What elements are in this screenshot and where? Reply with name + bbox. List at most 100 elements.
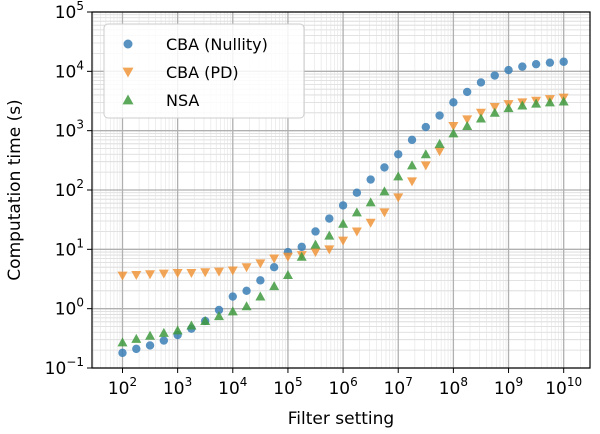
data-point	[269, 254, 280, 264]
x-tick-base: 10	[218, 379, 240, 399]
data-point	[394, 150, 403, 159]
x-tick-exponent: 2	[129, 375, 137, 389]
x-tick-base: 10	[108, 379, 130, 399]
data-point	[379, 186, 390, 196]
data-point	[365, 218, 376, 228]
y-axis-label: Computation time (s)	[5, 99, 25, 280]
data-point	[159, 336, 169, 345]
legend-box	[103, 23, 305, 119]
data-point	[489, 107, 500, 117]
data-point	[242, 286, 251, 296]
data-point	[379, 208, 390, 218]
x-tick-exponent: 3	[185, 375, 193, 389]
x-tick-exponent: 4	[240, 375, 248, 389]
data-point	[282, 269, 293, 279]
y-tick-base: 10	[45, 359, 67, 379]
data-point	[241, 301, 252, 311]
data-point	[131, 270, 142, 280]
data-point	[421, 122, 431, 132]
data-point	[393, 193, 404, 203]
data-point	[448, 121, 459, 131]
x-tick-base: 10	[545, 379, 567, 399]
data-point	[366, 175, 375, 184]
data-point	[172, 325, 183, 335]
y-tick-base: 10	[55, 62, 77, 82]
x-tick-exponent: 7	[405, 375, 413, 389]
data-point	[297, 242, 306, 252]
legend-marker	[122, 94, 134, 105]
data-point	[434, 147, 445, 157]
data-point	[118, 348, 127, 358]
data-point	[131, 333, 142, 343]
data-point	[228, 292, 237, 301]
x-tick-exponent: 10	[567, 375, 582, 389]
data-point	[227, 266, 238, 276]
legend: CBA (Nullity) CBA (PD) NSA	[103, 23, 305, 119]
data-point	[282, 252, 293, 262]
data-point	[449, 98, 458, 107]
data-point	[393, 171, 404, 181]
x-tick-exponent: 8	[460, 375, 468, 389]
series-1	[117, 93, 569, 281]
data-point	[325, 214, 334, 223]
data-point	[545, 58, 555, 67]
y-tick-exponent: 0	[76, 296, 84, 310]
data-point	[352, 188, 362, 197]
x-tick-label: 102	[108, 375, 137, 399]
y-tick-label: 102	[55, 177, 84, 201]
data-point	[490, 71, 499, 80]
data-point	[213, 311, 224, 321]
data-point	[504, 65, 513, 75]
data-point	[351, 207, 362, 217]
x-tick-exponent: 5	[295, 375, 303, 389]
data-point	[475, 108, 486, 118]
x-tick-base: 10	[439, 379, 461, 399]
x-tick-base: 10	[273, 379, 295, 399]
x-tick-label: 108	[439, 375, 468, 399]
legend-label: CBA (PD)	[166, 63, 239, 82]
x-tick-label: 105	[273, 375, 302, 399]
data-point	[145, 341, 155, 350]
data-point	[310, 248, 321, 258]
y-tick-base: 10	[55, 122, 77, 142]
data-point	[255, 259, 266, 269]
data-point	[558, 96, 569, 106]
y-tick-label: 101	[55, 236, 84, 260]
y-tick-label: 10−1	[45, 355, 84, 379]
data-point	[338, 218, 349, 228]
data-point	[200, 315, 211, 325]
data-point	[200, 268, 211, 278]
x-tick-label: 109	[494, 375, 523, 399]
data-point	[213, 267, 224, 277]
x-tick-label: 1010	[545, 375, 582, 399]
data-point	[365, 197, 376, 207]
x-tick-label: 106	[328, 375, 357, 399]
data-point	[338, 201, 348, 210]
data-point	[214, 305, 224, 315]
data-point	[269, 262, 279, 272]
data-point	[186, 268, 197, 278]
data-point	[117, 337, 128, 347]
data-point	[489, 103, 500, 113]
data-point	[255, 291, 266, 301]
x-tick-exponent: 9	[516, 375, 524, 389]
data-point	[475, 113, 486, 123]
data-point	[476, 78, 486, 87]
x-tick-base: 10	[384, 379, 406, 399]
y-tick-base: 10	[55, 3, 77, 23]
x-tick-label: 103	[163, 375, 192, 399]
y-tick-base: 10	[55, 300, 77, 320]
y-tick-label: 104	[55, 58, 84, 82]
data-point	[462, 115, 473, 125]
x-tick-exponent: 6	[350, 375, 358, 389]
data-point	[544, 97, 555, 107]
data-point	[407, 160, 418, 170]
data-points	[117, 57, 569, 358]
data-point	[559, 57, 568, 66]
legend-label: CBA (Nullity)	[166, 35, 268, 54]
data-point	[435, 111, 444, 120]
x-tick-base: 10	[494, 379, 516, 399]
x-axis-ticks: 102 103 104 105 106 107 108 109 1010	[108, 368, 582, 399]
data-point	[132, 344, 141, 354]
